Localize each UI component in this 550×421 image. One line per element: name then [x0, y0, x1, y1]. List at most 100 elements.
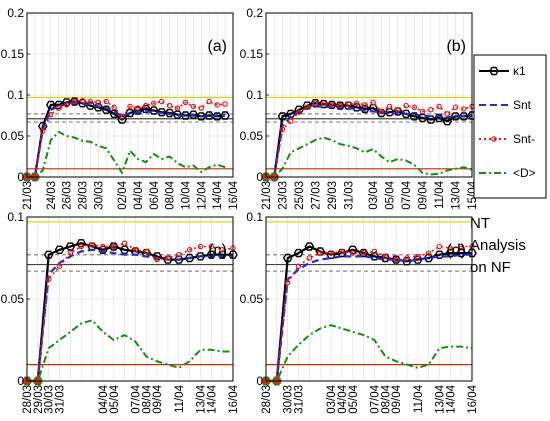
data-point: [190, 103, 197, 110]
x-tick-label: 16/04: [228, 180, 240, 209]
x-tick-label: 31/03: [294, 385, 306, 414]
x-tick-label: 03/04: [326, 384, 338, 413]
x-tick-label: 29/03: [33, 385, 45, 414]
x-tick-label: 30/03: [44, 385, 56, 414]
data-point: [360, 250, 367, 256]
data-point: [452, 104, 459, 111]
data-point: [43, 250, 54, 259]
data-point: [461, 106, 467, 112]
x-tick-label: 09/04: [418, 180, 430, 209]
data-point: [195, 252, 206, 261]
y-tick-label: 0.1: [246, 210, 263, 224]
data-point: [143, 102, 149, 109]
data-point: [206, 250, 217, 259]
data-point: [370, 99, 376, 106]
side-text-line-1: NT: [470, 215, 490, 232]
data-point: [132, 247, 139, 253]
data-point: [284, 279, 291, 286]
data-point: [318, 99, 329, 109]
data-point: [48, 111, 54, 118]
data-point: [382, 253, 389, 260]
data-point: [409, 112, 420, 121]
data-point: [371, 248, 378, 255]
x-tick-label: 08/04: [141, 384, 153, 413]
y-tick-label: 0: [17, 170, 24, 184]
legend-box: [473, 54, 547, 199]
x-tick-label: 13/04: [434, 384, 446, 413]
data-point: [208, 243, 215, 250]
x-tick-label: 08/04: [165, 180, 177, 209]
x-tick-label: 21/03: [22, 181, 34, 210]
data-point: [415, 253, 421, 260]
data-point: [67, 250, 74, 256]
data-point: [425, 250, 432, 256]
x-tick-label: 12/04: [196, 180, 208, 209]
data-point: [111, 104, 117, 111]
data-point: [154, 256, 160, 263]
data-point: [329, 102, 335, 108]
data-point: [358, 248, 369, 258]
x-tick-label: 02/04: [117, 180, 129, 209]
data-point: [393, 256, 399, 263]
data-point: [444, 111, 451, 117]
data-point: [317, 250, 323, 256]
legend-label: κ1: [513, 64, 526, 78]
data-point: [277, 112, 288, 121]
data-point: [436, 243, 443, 250]
data-point: [151, 100, 157, 106]
data-point: [121, 240, 128, 246]
data-point: [222, 101, 228, 107]
x-tick-label: 16/04: [228, 384, 240, 413]
panel-label: (c): [208, 242, 227, 259]
data-point: [87, 98, 94, 105]
data-point: [78, 243, 84, 250]
data-point: [176, 251, 182, 258]
x-tick-label: 24/03: [46, 181, 58, 210]
x-tick-label: 31/03: [343, 181, 355, 210]
data-point: [65, 242, 76, 251]
data-point: [89, 242, 95, 248]
data-point: [403, 102, 409, 109]
x-tick-label: 09/04: [152, 384, 164, 413]
legend-label: Snt-: [513, 132, 535, 146]
data-point: [419, 108, 426, 115]
panel-label: (b): [446, 38, 466, 55]
x-tick-label: 25/03: [294, 181, 306, 210]
data-point: [56, 263, 63, 269]
x-tick-label: 16/04: [467, 384, 479, 413]
series-line: [27, 242, 233, 383]
data-point: [228, 250, 238, 259]
x-tick-label: 05/04: [109, 384, 121, 413]
y-tick-label: 0.1: [7, 210, 24, 224]
x-tick-label: 04/04: [133, 180, 145, 209]
y-tick-label: 0: [256, 374, 263, 388]
data-point: [436, 103, 442, 110]
data-point: [320, 100, 327, 106]
data-point: [312, 100, 319, 106]
y-tick-label: 0.15: [1, 47, 25, 61]
x-tick-label: 27/03: [310, 181, 322, 210]
data-point: [166, 102, 173, 109]
data-point: [282, 253, 293, 263]
x-tick-label: 10/04: [180, 180, 192, 209]
data-point: [219, 247, 225, 253]
series-line: [266, 245, 472, 383]
data-point: [101, 105, 112, 114]
y-tick-label: 0.05: [240, 292, 264, 306]
data-point: [411, 104, 418, 111]
data-point: [428, 107, 434, 113]
x-tick-label: 30/03: [283, 385, 295, 414]
data-point: [296, 109, 302, 115]
data-point: [295, 263, 302, 269]
data-point: [184, 253, 195, 263]
data-point: [196, 112, 207, 121]
data-point: [304, 104, 310, 111]
data-point: [71, 98, 78, 105]
data-point: [293, 248, 304, 258]
data-point: [186, 247, 193, 253]
data-point: [362, 102, 368, 108]
data-point: [339, 248, 345, 255]
series-line: [27, 102, 226, 179]
y-tick-label: 0.2: [7, 6, 24, 20]
